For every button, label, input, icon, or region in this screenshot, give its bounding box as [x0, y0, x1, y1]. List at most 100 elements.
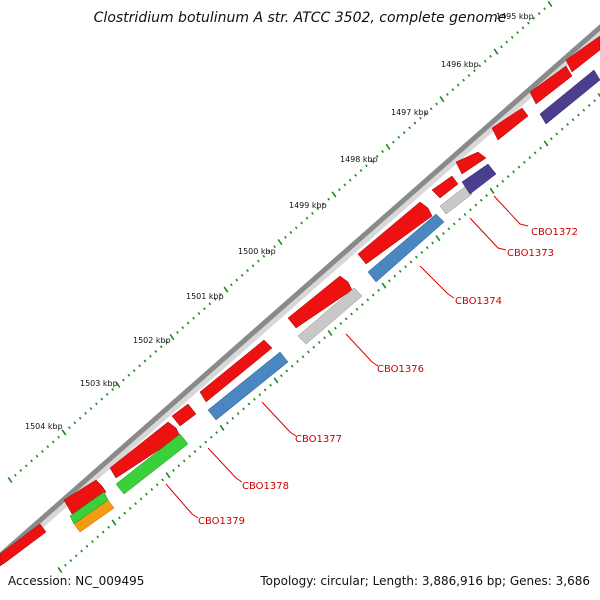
ruler-tick [143, 359, 147, 363]
ruler-tick [547, 0, 553, 8]
ruler-tick [327, 329, 333, 337]
gene-cbo1372[interactable] [461, 163, 497, 195]
ruler-tick [398, 269, 402, 273]
ruler-tick [510, 35, 514, 39]
ruler-tick [543, 140, 549, 147]
ruler-tick [393, 274, 397, 278]
ruler-tick [223, 286, 229, 293]
ruler-tick [273, 377, 279, 384]
ruler-tick [424, 112, 428, 115]
ruler-tick [500, 45, 503, 49]
ruler-tick [246, 269, 249, 272]
gene-label-cbo1374[interactable]: CBO1374 [455, 296, 502, 307]
ruler-tick [439, 96, 445, 103]
ruler-tick [290, 364, 294, 368]
gene-label-cbo1377[interactable]: CBO1377 [295, 434, 342, 445]
gene-cbo1378[interactable] [115, 433, 189, 495]
ruler-tick [145, 492, 148, 496]
ruler-tick [517, 165, 521, 169]
ruler-tick [312, 345, 316, 349]
ruler-tick [409, 260, 413, 264]
ruler-tick [203, 307, 206, 311]
gene-arrow[interactable] [431, 175, 459, 199]
gene-label-cbo1378[interactable]: CBO1378 [242, 481, 289, 492]
ruler-tick [435, 102, 438, 106]
kbp-label-1501: 1501 kbp [186, 292, 224, 301]
gene-arrow[interactable] [171, 403, 197, 427]
gene-arrow[interactable] [357, 201, 433, 265]
ruler-tick [543, 7, 546, 11]
ruler-tick [377, 288, 380, 292]
gene-label-cbo1372[interactable]: CBO1372 [531, 227, 578, 238]
backbone-line [0, 24, 600, 559]
ruler-tick [577, 113, 580, 117]
ruler-tick [415, 255, 418, 259]
gene-arrow[interactable] [529, 65, 573, 105]
ruler-tick [219, 292, 222, 296]
reverse-strand-genes [69, 69, 600, 533]
gene-arrow[interactable] [199, 339, 273, 403]
gene-arrow[interactable] [491, 107, 529, 141]
ruler-tick [61, 429, 67, 436]
ruler-tick [528, 156, 532, 160]
ruler-tick [73, 421, 77, 425]
ruler-tick [118, 516, 121, 520]
gene-arrow[interactable] [455, 151, 487, 175]
ruler-tick [177, 464, 181, 468]
gene-purple-far[interactable] [539, 69, 600, 125]
ruler-tick [186, 321, 190, 325]
gene-labels: CBO1372 CBO1373 CBO1374 CBO1376 CBO1377 … [198, 227, 578, 527]
ruler-tick [280, 374, 283, 378]
gene-arrow[interactable] [0, 523, 47, 567]
topology-summary: Topology: circular; Length: 3,886,916 bp… [260, 574, 590, 588]
kbp-label-1503: 1503 kbp [80, 379, 118, 388]
ruler-tick [532, 16, 536, 20]
gene-label-cbo1373[interactable]: CBO1373 [507, 248, 554, 259]
ruler-tick [111, 519, 117, 526]
ruler-tick [512, 170, 515, 174]
inner-ruler-ticks [57, 92, 600, 574]
ruler-tick [285, 369, 289, 373]
ruler-tick [489, 54, 492, 58]
kbp-label-1495: 1495 kbp [496, 12, 534, 21]
ruler-tick [533, 151, 537, 155]
ruler-tick [154, 350, 158, 353]
ruler-tick [155, 483, 159, 487]
leader-lines [165, 195, 529, 519]
ruler-tick [257, 259, 260, 263]
gene-label-cbo1376[interactable]: CBO1376 [377, 364, 424, 375]
ruler-tick [263, 388, 267, 392]
ruler-tick [479, 198, 483, 202]
ruler-tick [269, 383, 272, 387]
ruler-tick [242, 407, 245, 411]
gene-cbo1377[interactable] [207, 351, 289, 421]
ruler-tick [284, 235, 287, 239]
gene-label-cbo1379[interactable]: CBO1379 [198, 516, 245, 527]
gene-arrow[interactable] [565, 35, 600, 73]
gene-cbo1374[interactable] [367, 213, 445, 283]
kbp-label-1498: 1498 kbp [340, 155, 378, 164]
gene-cbo1376[interactable] [297, 287, 363, 345]
ruler-tick [277, 238, 283, 246]
ruler-tick [80, 549, 83, 553]
gene-cbo1373[interactable] [439, 185, 473, 215]
gene-arrow[interactable] [287, 275, 353, 329]
ruler-tick [446, 93, 449, 96]
ruler-tick [375, 154, 379, 158]
ruler-tick [64, 563, 67, 567]
gene-arrow[interactable] [109, 421, 181, 479]
accession-text: Accession: NC_009495 [8, 574, 145, 588]
ruler-tick [539, 146, 542, 150]
ruler-tick [381, 150, 384, 153]
ruler-tick [85, 544, 89, 548]
ruler-tick [226, 421, 229, 425]
ruler-tick [247, 402, 251, 406]
ruler-tick [469, 208, 472, 212]
ruler-tick [91, 540, 94, 543]
ruler-tick [397, 135, 401, 139]
ruler-tick [311, 212, 314, 215]
ruler-tick [350, 312, 353, 316]
ruler-tick [478, 64, 482, 68]
gene-cbo1379-green[interactable] [69, 491, 109, 525]
gene-arrow[interactable] [63, 479, 107, 515]
